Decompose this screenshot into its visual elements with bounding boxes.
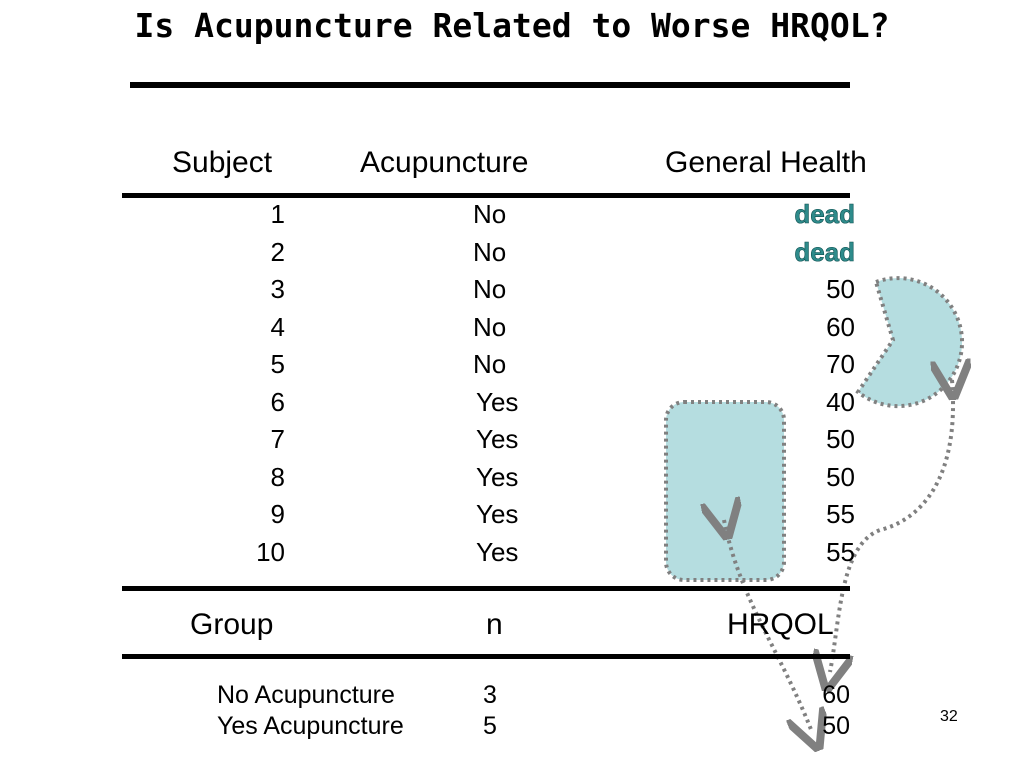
table-row-subject: 1 <box>270 199 285 229</box>
table-row-subject: 2 <box>270 236 285 267</box>
table-row-general-health: 70 <box>826 349 855 379</box>
header-group: Group <box>190 608 274 641</box>
summary-header-rule <box>122 654 850 659</box>
title-underline <box>130 82 850 88</box>
header-hrqol: HRQOL <box>727 608 834 641</box>
table-row-general-health: 60 <box>826 311 855 342</box>
table-row-general-health: 50 <box>826 424 855 454</box>
table-row-subject: 3 <box>270 274 285 304</box>
table-row-subject: 10 <box>256 536 285 567</box>
summary-row-yes-hrqol: 50 <box>822 712 850 740</box>
table-row-acupuncture: Yes <box>476 461 519 492</box>
table-row-subject: 9 <box>270 499 285 529</box>
table-row-general-health: 55 <box>826 499 855 529</box>
header-acupuncture: Acupuncture <box>360 146 529 179</box>
table-row-acupuncture: No <box>473 274 507 304</box>
arrow-yes-to-hrqol <box>724 520 812 732</box>
header-general-health: General Health <box>665 146 867 179</box>
table-row-acupuncture: No <box>473 311 507 342</box>
table-row-subject: 6 <box>270 386 285 417</box>
table-row-subject: 5 <box>270 349 285 379</box>
table-row-subject: 7 <box>270 424 285 454</box>
page-number: 32 <box>940 708 958 725</box>
table-row-acupuncture: Yes <box>476 499 519 529</box>
header-subject: Subject <box>172 146 273 179</box>
table-row-subject: 8 <box>270 461 285 492</box>
no-group-highlight <box>855 276 965 409</box>
table-row-acupuncture: Yes <box>476 386 519 417</box>
table-bottom-rule <box>122 586 850 591</box>
table-row-general-health: 50 <box>826 274 855 304</box>
table-row-acupuncture: Yes <box>476 536 519 567</box>
summary-row-no-n: 3 <box>483 681 497 709</box>
slide-title: Is Acupuncture Related to Worse HRQOL? <box>134 6 890 45</box>
table-row-general-health: 50 <box>826 461 855 492</box>
table-row-acupuncture: No <box>473 349 507 379</box>
summary-row-no-group: No Acupuncture <box>217 681 395 709</box>
table-row-general-health: dead <box>794 236 855 267</box>
summary-row-yes-group: Yes Acupuncture <box>217 712 404 740</box>
table-row-subject: 4 <box>270 311 285 342</box>
header-n: n <box>486 608 503 641</box>
table-row-acupuncture: Yes <box>476 424 519 454</box>
summary-row-yes-n: 5 <box>483 712 497 740</box>
table-row-general-health: dead <box>794 199 855 230</box>
table-row-acupuncture: No <box>473 236 507 267</box>
table-row-acupuncture: No <box>473 199 507 229</box>
table-row-general-health: 55 <box>826 536 855 567</box>
table-row-general-health: 40 <box>826 386 855 417</box>
summary-row-no-hrqol: 60 <box>822 681 850 709</box>
table-header-rule <box>122 193 850 198</box>
